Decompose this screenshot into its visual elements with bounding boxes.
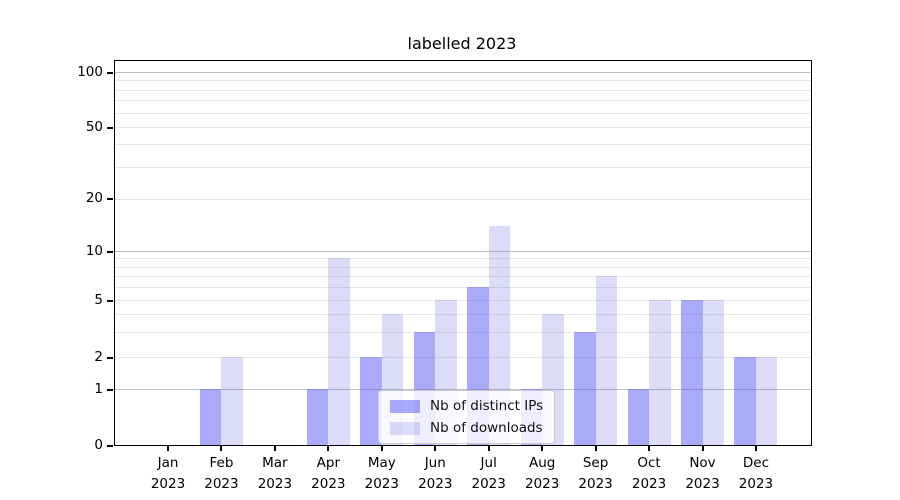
y-tick-label: 2 — [94, 348, 103, 365]
bar-distinct-ips — [360, 357, 382, 445]
y-tick-label: 0 — [94, 436, 103, 453]
x-tick-label: Sep 2023 — [578, 455, 613, 492]
x-tick-mark — [594, 446, 597, 451]
y-tick-label: 5 — [94, 291, 103, 308]
gridline-major — [115, 389, 811, 390]
x-tick-label: Jul 2023 — [471, 455, 506, 492]
legend: Nb of distinct IPs Nb of downloads — [378, 390, 556, 444]
x-tick-mark — [487, 446, 490, 451]
legend-entry-distinct-ips: Nb of distinct IPs — [390, 398, 543, 414]
gridline-minor — [115, 276, 811, 278]
gridline-minor — [115, 127, 811, 128]
gridline-major — [115, 72, 811, 73]
x-tick-label: Oct 2023 — [631, 455, 667, 492]
gridline-minor — [115, 331, 811, 333]
plot-area: 0 1 2 5 10 20 50 100 Jan 2023 Feb 2023 Mar 2023 Apr 20… — [77, 60, 812, 492]
x-tick-mark — [434, 446, 437, 451]
bar-downloads — [755, 357, 778, 445]
bar-downloads — [221, 357, 243, 445]
gridline-minor — [115, 89, 811, 91]
x-tick-mark — [541, 446, 544, 451]
x-tick-label: Mar 2023 — [257, 455, 293, 492]
gridline-minor — [115, 266, 811, 268]
y-tick-mark — [107, 299, 113, 302]
x-tick-label: Apr 2023 — [311, 455, 346, 492]
x-tick-mark — [380, 446, 383, 451]
x-tick-label: Dec 2023 — [738, 455, 774, 492]
bar-downloads — [328, 258, 350, 445]
x-tick-mark — [220, 446, 223, 451]
legend-swatch-downloads — [390, 421, 420, 435]
gridline-minor — [115, 313, 811, 315]
x-tick-label: Aug 2023 — [524, 455, 560, 492]
bar-downloads — [702, 300, 724, 445]
gridline-major — [115, 251, 811, 252]
bar-distinct-ips — [199, 389, 222, 445]
x-tick-label: May 2023 — [364, 455, 399, 492]
gridline-minor — [115, 80, 811, 82]
x-tick-mark — [754, 446, 757, 451]
x-tick-label: Jun 2023 — [418, 455, 453, 492]
gridline-minor — [115, 287, 811, 289]
y-tick-mark — [107, 126, 113, 129]
x-tick-mark — [648, 446, 651, 451]
gridline-minor — [115, 100, 811, 102]
gridline-minor — [115, 357, 811, 358]
x-tick-mark — [701, 446, 704, 451]
legend-label-downloads: Nb of downloads — [430, 420, 543, 436]
gridline-minor — [115, 166, 811, 168]
bar-distinct-ips — [734, 357, 756, 445]
y-tick-mark — [107, 388, 113, 391]
bar-distinct-ips — [574, 331, 596, 445]
gridline-minor — [115, 198, 811, 200]
gridline-minor — [115, 300, 811, 301]
x-tick-mark — [167, 446, 169, 451]
legend-swatch-distinct-ips — [390, 399, 420, 413]
y-tick-label: 1 — [94, 380, 103, 397]
x-tick-label: Jan 2023 — [150, 455, 186, 492]
y-tick-mark — [107, 71, 113, 74]
bar-distinct-ips — [681, 300, 703, 445]
bar-downloads — [595, 276, 618, 445]
gridline-minor — [115, 258, 811, 260]
bar-distinct-ips — [627, 389, 650, 445]
y-tick-mark — [107, 198, 113, 200]
legend-label-distinct-ips: Nb of distinct IPs — [430, 398, 544, 414]
y-tick-label: 100 — [77, 63, 103, 80]
chart-title: labelled 2023 — [407, 34, 517, 53]
bar-downloads — [649, 300, 671, 445]
y-tick-mark — [107, 444, 113, 447]
legend-entry-downloads: Nb of downloads — [390, 420, 543, 436]
x-tick-label: Nov 2023 — [685, 455, 720, 492]
gridline-minor — [115, 112, 811, 114]
y-tick-label: 20 — [85, 190, 103, 206]
x-tick-mark — [327, 446, 330, 451]
bar-distinct-ips — [306, 389, 329, 445]
x-tick-label: Feb 2023 — [204, 455, 239, 492]
y-tick-mark — [107, 356, 113, 359]
y-tick-label: 10 — [85, 242, 103, 259]
gridline-minor — [115, 144, 811, 146]
x-tick-mark — [273, 446, 276, 451]
y-tick-mark — [107, 250, 113, 253]
y-tick-label: 50 — [85, 118, 103, 135]
